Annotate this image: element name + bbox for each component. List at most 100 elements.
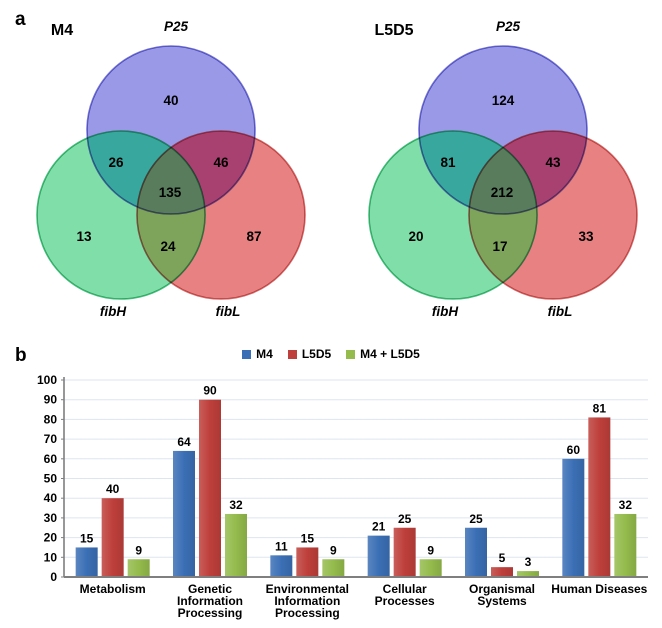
bar-value-label: 3	[525, 555, 532, 569]
bar-value-label: 90	[203, 384, 217, 398]
category-label: Environmental Information Processing	[266, 582, 349, 620]
venn-count-center: 135	[159, 185, 182, 200]
bar-value-label: 64	[177, 435, 191, 449]
bar-L5D5-3	[393, 527, 416, 577]
bar-value-label: 32	[229, 498, 243, 512]
bar-value-label: 81	[593, 401, 607, 415]
bar-M4-1	[173, 450, 195, 577]
bar-value-label: 60	[567, 443, 581, 457]
venn-outline-top	[418, 45, 588, 215]
bar-M4-5	[562, 458, 585, 577]
category-label: Genetic Information Processing	[177, 582, 243, 620]
y-tick-label: 50	[44, 472, 58, 486]
bar-M4-3	[367, 535, 390, 577]
venn-count-top-left: 26	[108, 155, 124, 170]
category-label: Organismal Systems	[469, 582, 535, 608]
legend-item-L5D5: L5D5	[287, 347, 332, 361]
bar-L5D5-0	[101, 498, 124, 577]
y-tick-label: 90	[44, 393, 58, 407]
legend-label: M4 + L5D5	[360, 347, 420, 361]
legend-label: M4	[256, 347, 273, 361]
bar-value-label: 11	[275, 539, 288, 553]
venn-count-top-right: 43	[545, 155, 561, 170]
bar-value-label: 5	[499, 551, 506, 565]
venn-count-top-left: 81	[440, 155, 456, 170]
venn-count-center: 212	[491, 185, 514, 200]
legend-swatch	[287, 349, 297, 359]
venn-outline-right	[468, 130, 638, 300]
bar-L5D5-4	[491, 567, 513, 577]
bar-M4-2	[270, 555, 293, 577]
venn-count-left-right: 17	[492, 239, 507, 254]
venn-set-label-fibl: fibL	[548, 304, 573, 319]
y-tick-label: 40	[44, 491, 58, 505]
y-tick-label: 20	[44, 531, 58, 545]
bar-value-label: 21	[372, 520, 386, 534]
bar-value-label: 15	[301, 531, 315, 545]
bar-M4-0	[75, 547, 98, 577]
y-tick-label: 70	[44, 432, 58, 446]
bar-L5D5-5	[588, 417, 611, 577]
legend-swatch	[346, 349, 356, 359]
venn-title: M4	[51, 22, 73, 39]
bar-value-label: 32	[619, 498, 633, 512]
venn-L5D5: L5D5 P25 fibH fibL 124 81 43 212 20 17 33	[368, 19, 638, 319]
bar-M4+L5D5-3	[419, 559, 442, 577]
panel-b-label: b	[15, 345, 27, 366]
y-tick-label: 100	[37, 373, 57, 387]
venn-diagrams: M4 P25 fibH fibL 40 26 46 135 13 24 87 L5D5 P25 fibH f…	[36, 19, 638, 319]
bar-L5D5-2	[296, 547, 319, 577]
venn-count-left-only: 20	[408, 229, 423, 244]
venn-outline-left	[368, 130, 538, 300]
y-tick-label: 30	[44, 511, 58, 525]
category-label: Cellular Processes	[375, 582, 435, 608]
venn-count-top-only: 40	[163, 93, 178, 108]
chart-legend: M4 L5D5 M4 + L5D5	[0, 347, 662, 361]
legend-item-M4: M4	[242, 347, 273, 361]
venn-region-center	[469, 131, 537, 214]
legend-swatch	[242, 349, 252, 359]
venn-count-right-only: 87	[246, 229, 261, 244]
bar-chart: 15 64 11 21 25 60 40 90 15 25 5 81 9 32 9 9 3 32 0 10 20 30 40…	[37, 373, 648, 620]
category-label: Metabolism	[80, 582, 146, 596]
venn-set-label-fibh: fibH	[432, 304, 458, 319]
bar-value-label: 40	[106, 482, 120, 496]
category-label: Human Diseases	[551, 582, 647, 596]
venn-count-right-only: 33	[578, 229, 594, 244]
bar-M4+L5D5-0	[127, 559, 150, 577]
bar-M4+L5D5-2	[322, 559, 345, 577]
venn-set-label-fibh: fibH	[100, 304, 126, 319]
venn-outline-left	[36, 130, 206, 300]
bar-value-label: 25	[469, 512, 483, 526]
bar-value-label: 9	[135, 543, 142, 557]
venn-count-top-right: 46	[213, 155, 229, 170]
y-tick-label: 10	[44, 550, 58, 564]
bar-value-label: 9	[330, 543, 337, 557]
venn-outline-right	[136, 130, 306, 300]
venn-region-center	[137, 131, 205, 214]
bar-value-label: 9	[427, 543, 434, 557]
bar-M4-4	[465, 527, 487, 577]
bar-value-label: 25	[398, 512, 412, 526]
panel-a-label: a	[15, 9, 26, 30]
venn-set-label-fibl: fibL	[216, 304, 241, 319]
y-tick-label: 60	[44, 452, 58, 466]
bar-L5D5-1	[199, 399, 221, 577]
venn-count-left-only: 13	[76, 229, 92, 244]
y-tick-label: 80	[44, 412, 58, 426]
bar-M4+L5D5-1	[225, 513, 247, 577]
legend-item-M4+L5D5: M4 + L5D5	[346, 347, 420, 361]
venn-count-left-right: 24	[160, 239, 176, 254]
bar-value-label: 15	[80, 531, 94, 545]
bar-M4+L5D5-5	[614, 513, 637, 577]
venn-set-label-p25: P25	[164, 19, 189, 34]
venn-title: L5D5	[374, 22, 413, 39]
bar-M4+L5D5-4	[517, 571, 539, 577]
y-tick-label: 0	[50, 570, 57, 584]
venn-set-label-p25: P25	[496, 19, 521, 34]
venn-count-top-only: 124	[492, 93, 515, 108]
legend-label: L5D5	[301, 347, 332, 361]
venn-M4: M4 P25 fibH fibL 40 26 46 135 13 24 87	[36, 19, 306, 319]
venn-outline-top	[86, 45, 256, 215]
